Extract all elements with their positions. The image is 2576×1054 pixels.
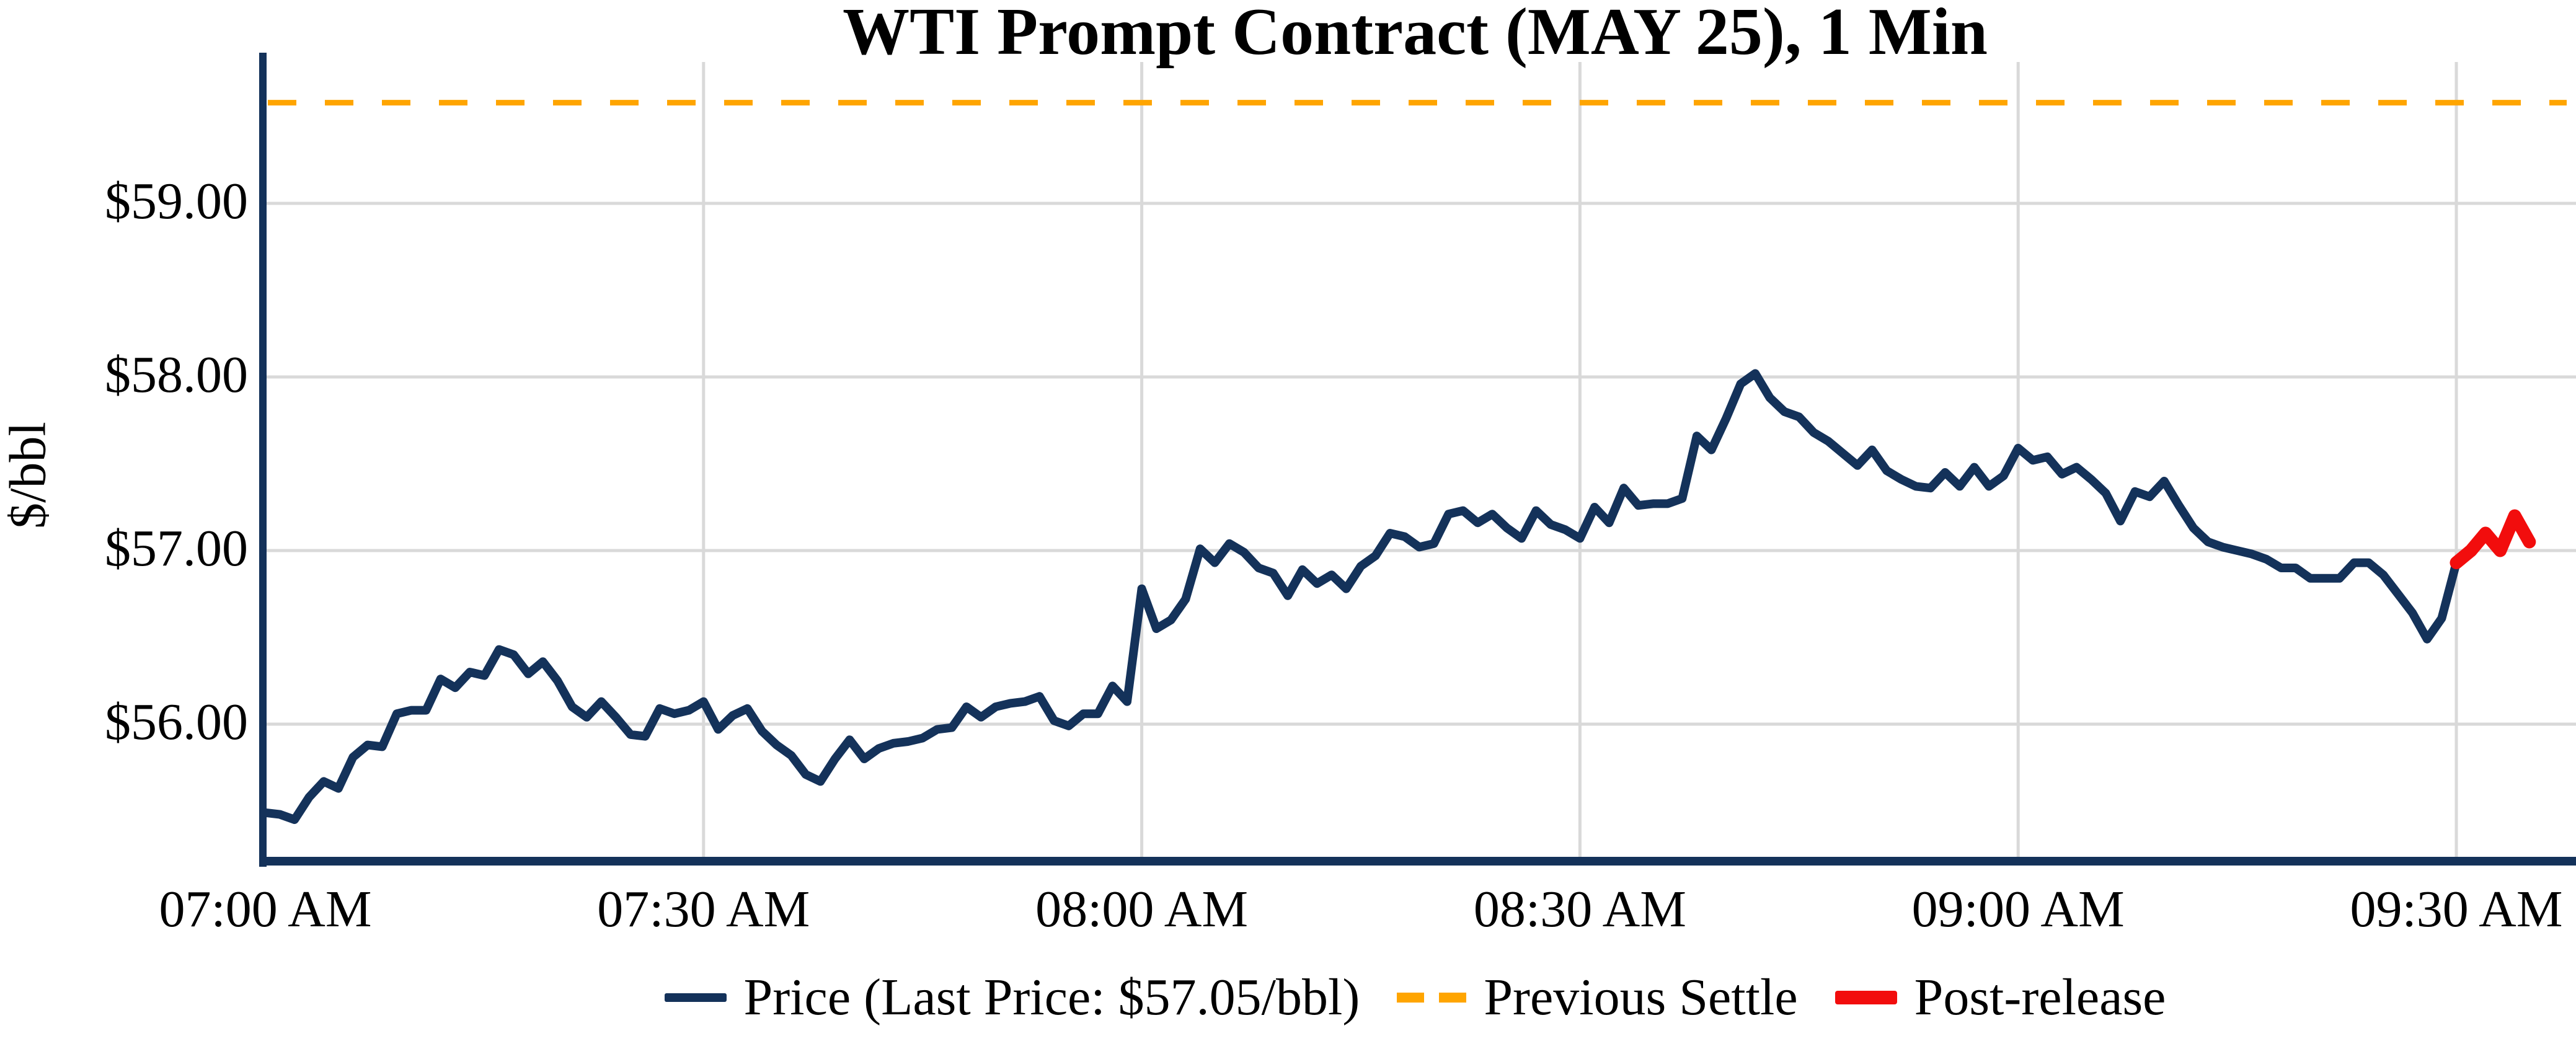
y-tick-label: $58.00 bbox=[105, 346, 248, 404]
previous-settle-dash-icon bbox=[1397, 992, 1467, 1003]
legend-post-label: Post-release bbox=[1914, 968, 2166, 1026]
post-release-line-swatch-icon bbox=[1835, 990, 1897, 1004]
y-axis-label: $/bbl bbox=[0, 422, 57, 529]
x-tick-label: 08:00 AM bbox=[1035, 880, 1249, 938]
legend: Price (Last Price: $57.05/bbl) Previous … bbox=[263, 967, 2567, 1027]
y-tick-label: $56.00 bbox=[105, 693, 248, 751]
x-tick-label: 07:30 AM bbox=[597, 880, 810, 938]
x-tick-label: 09:30 AM bbox=[2350, 880, 2563, 938]
chart-title: WTI Prompt Contract (MAY 25), 1 Min bbox=[843, 0, 1988, 69]
x-axis-spine bbox=[259, 857, 2576, 866]
x-tick-label: 09:00 AM bbox=[1911, 880, 2125, 938]
price-line-swatch-icon bbox=[664, 993, 727, 1002]
x-tick-label: 08:30 AM bbox=[1473, 880, 1686, 938]
y-tick-label: $57.00 bbox=[105, 520, 248, 577]
legend-price-label: Price (Last Price: $57.05/bbl) bbox=[743, 968, 1360, 1026]
legend-settle-label: Previous Settle bbox=[1484, 968, 1798, 1026]
y-axis-spine bbox=[259, 53, 267, 867]
y-tick-label: $59.00 bbox=[105, 172, 248, 230]
post-release-line bbox=[2450, 509, 2536, 570]
legend-item-price: Price (Last Price: $57.05/bbl) bbox=[664, 967, 1360, 1027]
x-tick-label: 07:00 AM bbox=[159, 880, 372, 938]
price-line bbox=[265, 369, 2461, 824]
legend-item-post-release: Post-release bbox=[1835, 967, 2166, 1027]
legend-item-previous-settle: Previous Settle bbox=[1397, 967, 1798, 1027]
